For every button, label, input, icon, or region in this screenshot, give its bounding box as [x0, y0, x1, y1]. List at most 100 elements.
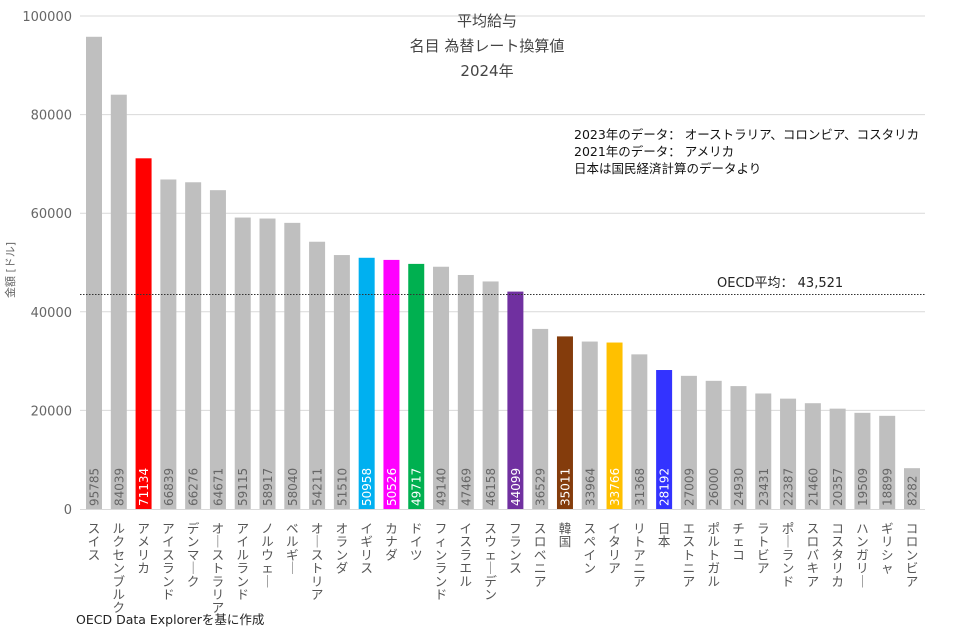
annotation-notes: 2023年のデータ： オーストラリア、コロンビア、コスタリカ 2021年のデータ… [574, 127, 919, 176]
y-tick-label: 80000 [31, 109, 72, 124]
category-label: 韓国 [559, 521, 572, 549]
value-label: 49140 [435, 468, 449, 506]
value-label: 23431 [757, 468, 771, 506]
bar [259, 218, 276, 509]
category-label: チェコ [732, 521, 745, 562]
bar [457, 274, 474, 509]
bar [631, 354, 648, 509]
category-label: ベルギ｜ [286, 521, 299, 576]
note-line-2: 2021年のデータ： アメリカ [574, 144, 734, 159]
category-label: コスタリカ [831, 521, 844, 589]
value-label: 44099 [509, 468, 523, 506]
value-label: 49717 [410, 468, 424, 506]
category-label: ルクセンブルク [113, 521, 126, 615]
category-label: ポ｜ランド [782, 521, 795, 589]
category-label: デンマ｜ク [187, 521, 200, 589]
category-label: ポルトガル [707, 521, 720, 589]
y-axis-ticks: 0 20000 40000 60000 80000 100000 [22, 10, 72, 518]
bar [333, 255, 350, 509]
value-label: 20357 [831, 468, 845, 506]
bar [780, 398, 797, 509]
bar [358, 257, 375, 509]
bar [110, 94, 127, 509]
value-label: 33964 [583, 468, 597, 506]
category-label: スイス [88, 521, 101, 562]
value-label: 33766 [608, 468, 622, 506]
value-label: 66276 [187, 468, 201, 506]
oecd-average-label: OECD平均： 43,521 [717, 276, 843, 291]
y-tick-label: 0 [64, 503, 72, 518]
y-axis-label: 金額 [ドル] [3, 242, 17, 298]
value-label: 28192 [658, 468, 672, 506]
title-line-3: 2024年 [460, 62, 513, 80]
value-label: 27009 [682, 468, 696, 506]
category-label: フィンランド [435, 521, 448, 602]
value-label: 35011 [558, 468, 572, 506]
category-label: アメリカ [137, 521, 150, 576]
category-label: ギリシャ [881, 521, 894, 576]
category-label: ハンガリ｜ [856, 521, 869, 589]
value-label: 18899 [881, 468, 895, 506]
bar [433, 266, 450, 509]
y-tick-label: 60000 [31, 207, 72, 222]
category-label: スロバキア [807, 521, 820, 589]
value-label: 46158 [484, 468, 498, 506]
note-line-3: 日本は国民経済計算のデータより [574, 161, 761, 176]
value-label: 50526 [385, 468, 399, 506]
bar [507, 291, 524, 509]
bar [680, 375, 697, 509]
value-label: 58040 [286, 468, 300, 506]
title-line-1: 平均給与 [457, 12, 517, 30]
category-label: エストニア [683, 521, 696, 589]
bar [234, 217, 251, 509]
category-label: カナダ [385, 521, 398, 562]
value-label: 58917 [261, 468, 275, 506]
bar [904, 468, 920, 509]
bar [656, 370, 673, 509]
bar [829, 408, 846, 509]
value-label: 47469 [459, 468, 473, 506]
category-label: コロンビア [906, 521, 919, 589]
bar [804, 403, 821, 509]
category-label: ラトビア [757, 521, 770, 576]
value-label: 95785 [88, 468, 102, 506]
category-label: アイルランド [236, 521, 249, 602]
value-label: 84039 [112, 468, 126, 506]
bar [556, 336, 573, 509]
bar [581, 341, 598, 509]
bar [135, 158, 152, 509]
bar [730, 386, 747, 509]
y-tick-label: 40000 [31, 306, 72, 321]
category-label: イタリア [608, 521, 621, 576]
category-label: スペイン [583, 521, 596, 576]
bar [532, 328, 549, 509]
category-label: スウェ｜デン [484, 521, 497, 602]
value-label: 22387 [782, 468, 796, 506]
chart-title: 平均給与 名目 為替レート換算値 2024年 [410, 12, 565, 80]
category-label: リトアニア [633, 521, 646, 589]
bar [705, 380, 722, 509]
bar [854, 412, 871, 509]
value-label: 24930 [732, 468, 746, 506]
y-tick-label: 20000 [31, 404, 72, 419]
category-label: 日本 [658, 521, 671, 549]
bar [606, 342, 623, 509]
category-label: フランス [509, 521, 522, 576]
value-label: 26000 [707, 468, 721, 506]
value-label: 8282 [906, 475, 920, 506]
value-label: 71134 [137, 468, 151, 506]
bar [879, 415, 896, 509]
bar [309, 241, 326, 509]
category-label: ノルウェ｜ [261, 521, 274, 589]
bar [160, 179, 177, 509]
category-label: オ｜ストラリア [212, 521, 225, 615]
value-label: 66839 [162, 468, 176, 506]
bars: 95785 スイス 84039 ルクセンブルク 71134 アメリカ 66839 アイスランド… [86, 36, 920, 615]
value-label: 54211 [311, 468, 325, 506]
category-label: オ｜ストリア [311, 521, 324, 602]
title-line-2: 名目 為替レート換算値 [410, 37, 565, 55]
bar [185, 182, 202, 509]
value-label: 59115 [236, 468, 250, 506]
category-label: イスラエル [460, 521, 473, 589]
